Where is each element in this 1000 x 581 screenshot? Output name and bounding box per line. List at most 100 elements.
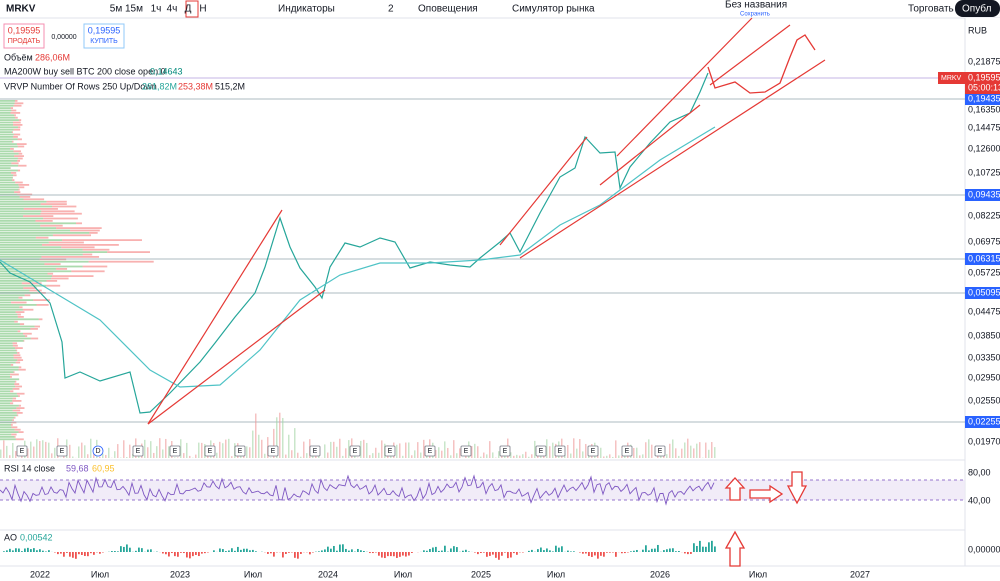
ao-bar (345, 548, 347, 552)
layout-name[interactable]: Без названия (725, 0, 787, 11)
event[interactable]: E (353, 448, 358, 455)
volume-bar (282, 417, 284, 458)
vp-down (56, 227, 102, 229)
volume-bar (249, 447, 251, 458)
layouts[interactable]: 2 (388, 4, 394, 15)
volume-bar (639, 455, 641, 458)
event[interactable]: E (428, 448, 433, 455)
event-box (499, 445, 511, 457)
event-box (554, 445, 566, 457)
event[interactable]: E (238, 448, 243, 455)
vp-up (0, 325, 35, 328)
event[interactable]: E (271, 448, 276, 455)
publish-button[interactable] (955, 0, 1000, 17)
buy-price[interactable]: 0,19595 (88, 25, 121, 35)
event[interactable]: E (20, 448, 25, 455)
volume-bar (651, 444, 653, 458)
ao-bar (669, 548, 671, 552)
indicators[interactable]: Индикаторы (278, 4, 335, 15)
volume-bar (411, 455, 413, 458)
vp-down (18, 366, 22, 369)
trade[interactable]: Торговать (908, 4, 954, 15)
replay[interactable]: Симулятор рынка (512, 4, 595, 15)
event[interactable]: E (388, 448, 393, 455)
volume-bar (276, 417, 278, 458)
rsi-band (0, 480, 965, 500)
symbol[interactable]: MRKV (6, 4, 36, 15)
time-tick: 2023 (170, 569, 190, 579)
ao-bar (183, 552, 185, 554)
event[interactable]: E (658, 448, 663, 455)
trend-line (519, 59, 826, 259)
vp-down (13, 371, 15, 373)
ao-bar (327, 546, 329, 552)
ao-bar (606, 552, 608, 553)
event[interactable]: E (539, 448, 544, 455)
vp-down (17, 169, 21, 172)
buy[interactable]: КУПИТЬ (90, 38, 118, 45)
interval[interactable]: Н (199, 4, 206, 15)
vp-down (15, 385, 23, 388)
price-tick: 0,02550 (968, 395, 1000, 405)
volume-bar (567, 445, 569, 458)
vp-down (11, 433, 17, 436)
alerts[interactable]: Оповещения (418, 4, 478, 15)
vp-up (0, 131, 13, 133)
event[interactable]: E (60, 448, 65, 455)
volume-bar (684, 442, 686, 458)
buy-box[interactable] (83, 23, 125, 49)
vp-down (10, 376, 12, 378)
vp-down (13, 174, 17, 177)
volume-bar (114, 451, 116, 458)
vp-up (0, 277, 52, 280)
publish[interactable]: Опубл (962, 3, 992, 15)
vp-down (12, 342, 18, 345)
event[interactable]: E (503, 448, 508, 455)
vp-down (13, 356, 22, 359)
level-tag (965, 287, 1000, 299)
event[interactable]: E (173, 448, 178, 455)
volume-bar (51, 453, 53, 458)
price-tick: 0,02950 (968, 372, 1000, 382)
event[interactable]: E (313, 448, 318, 455)
ao-bar (444, 545, 446, 552)
interval[interactable]: 15м (125, 4, 143, 15)
event[interactable]: E (464, 448, 469, 455)
vp-up (0, 227, 57, 229)
event[interactable]: E (136, 448, 141, 455)
volume-bar (360, 440, 362, 458)
ao-bar (225, 551, 227, 552)
ao-bar (192, 552, 194, 557)
vp-down (17, 145, 25, 148)
volume-bar (255, 413, 257, 458)
event[interactable]: D (95, 448, 100, 455)
ao-bar (684, 552, 686, 554)
ao-bar (708, 542, 710, 552)
volume-bar (501, 455, 503, 458)
volume-bar (108, 447, 110, 458)
sell[interactable]: ПРОДАТЬ (8, 38, 41, 45)
sell-box[interactable] (3, 23, 45, 49)
sell-price[interactable]: 0,19595 (8, 25, 41, 35)
event[interactable]: E (591, 448, 596, 455)
vp-up (0, 133, 14, 136)
volume-bar (9, 455, 11, 458)
event[interactable]: E (208, 448, 213, 455)
volume-bar (573, 438, 575, 458)
interval[interactable]: 4ч (167, 4, 178, 15)
vp-down (12, 136, 18, 138)
vp-down (11, 109, 17, 112)
arrow-up (724, 477, 746, 501)
vp-down (24, 335, 28, 337)
interval[interactable]: Д (185, 4, 192, 15)
interval[interactable]: 1ч (151, 4, 162, 15)
interval[interactable]: 5м (110, 4, 123, 15)
ao-bar (66, 552, 68, 553)
event[interactable]: E (558, 448, 563, 455)
vp-down (15, 380, 17, 383)
vp-up (0, 342, 13, 345)
volume-bar (102, 453, 104, 458)
event[interactable]: E (625, 448, 630, 455)
save[interactable]: Сохранить (740, 12, 770, 18)
ao-bar (405, 552, 407, 557)
